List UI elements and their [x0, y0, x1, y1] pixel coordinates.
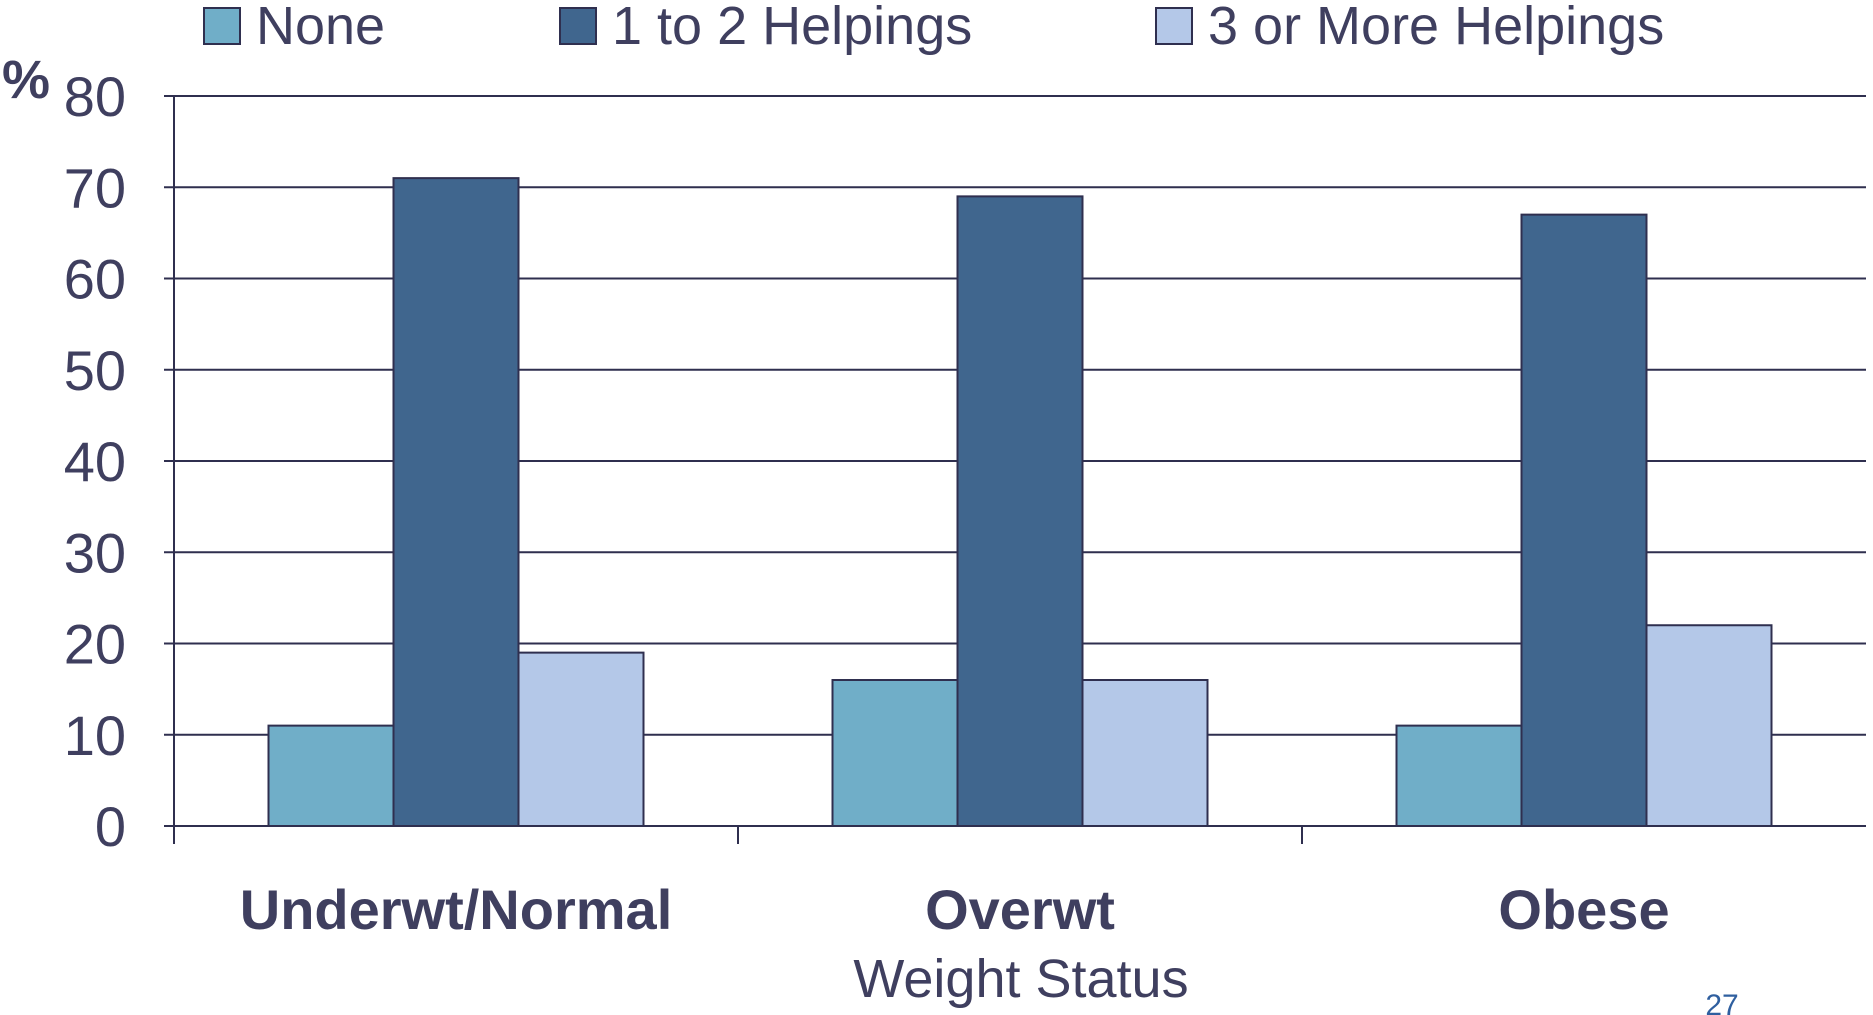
bar-obese-1-to-2-helpings: [1520, 213, 1648, 827]
y-tick-label-60: 60: [64, 248, 126, 311]
bar-underwt-normal-none: [267, 724, 395, 827]
legend-swatch-1: [559, 7, 597, 45]
legend: None 1 to 2 Helpings 3 or More Helpings: [203, 0, 1664, 56]
y-tick-label-10: 10: [64, 704, 126, 767]
bar-overwt-3-or-more-helpings: [1081, 679, 1209, 827]
axis-layer: [164, 95, 1866, 844]
bar-underwt-normal-3-or-more-helpings: [517, 651, 645, 827]
legend-label-1: 1 to 2 Helpings: [612, 0, 972, 56]
y-tick-label-0: 0: [95, 795, 126, 858]
x-category-label-0: Underwt/Normal: [240, 878, 673, 941]
legend-label-2: 3 or More Helpings: [1208, 0, 1664, 56]
bar-obese-3-or-more-helpings: [1645, 624, 1773, 827]
legend-swatch-2: [1155, 7, 1193, 45]
x-category-labels: Underwt/Normal Overwt Obese: [240, 878, 1670, 941]
y-tick-label-50: 50: [64, 339, 126, 402]
x-axis-label: Weight Status: [853, 949, 1188, 1009]
bar-underwt-normal-1-to-2-helpings: [392, 177, 520, 827]
bar-overwt-1-to-2-helpings: [956, 195, 1084, 827]
x-category-label-2: Obese: [1498, 878, 1669, 941]
y-tick-label-20: 20: [64, 613, 126, 676]
bars-layer: [267, 177, 1773, 827]
y-tick-label-80: 80: [64, 65, 126, 128]
legend-label-0: None: [256, 0, 385, 56]
y-tick-label-30: 30: [64, 521, 126, 584]
x-category-label-1: Overwt: [925, 878, 1115, 941]
bar-overwt-none: [831, 679, 959, 827]
legend-swatch-0: [203, 7, 241, 45]
page-number: 27: [1705, 989, 1738, 1015]
y-axis-label: %: [2, 50, 50, 110]
bar-obese-none: [1395, 724, 1523, 827]
y-tick-label-70: 70: [64, 156, 126, 219]
y-tick-labels: 0 10 20 30 40 50 60 70 80: [64, 65, 126, 858]
y-tick-label-40: 40: [64, 430, 126, 493]
